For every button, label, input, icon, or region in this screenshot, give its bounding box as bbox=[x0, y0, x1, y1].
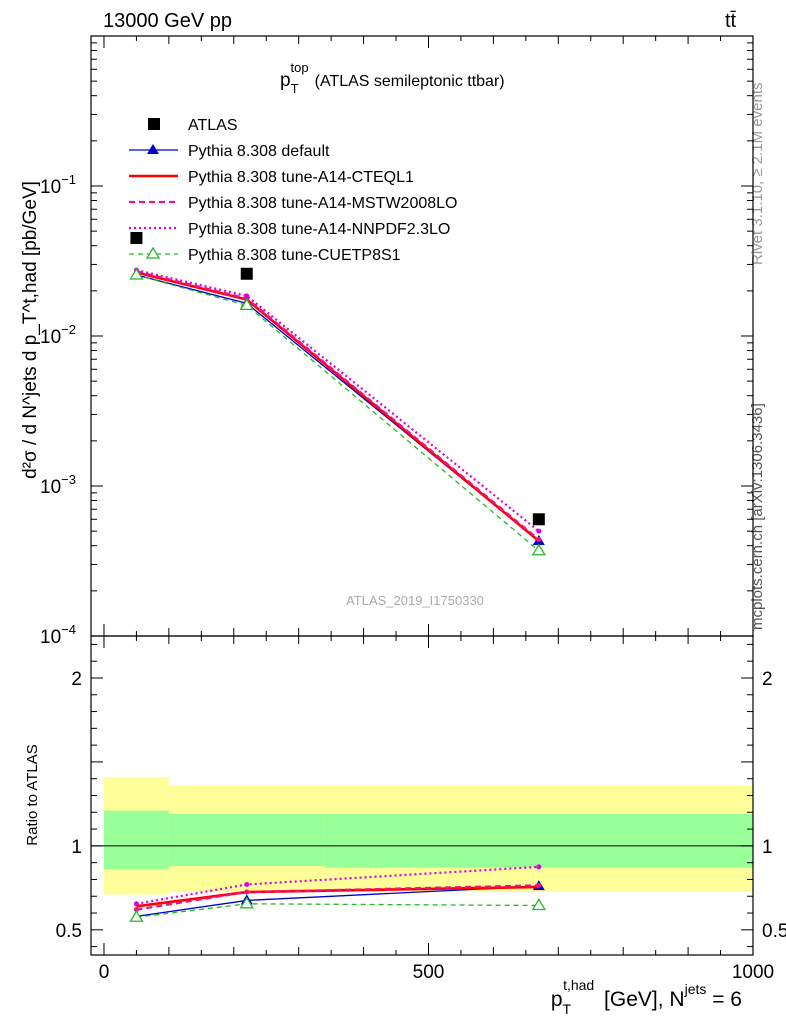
ratio-series-4-marker bbox=[239, 896, 254, 909]
uncertainty-band-green bbox=[168, 813, 325, 867]
x-tick-label: 0 bbox=[99, 962, 110, 983]
x-axis-unit: [GeV], N bbox=[598, 988, 684, 1011]
ratio-series-3-marker bbox=[536, 864, 542, 870]
ratio-series-4-marker bbox=[531, 898, 546, 911]
mc-series-5-marker bbox=[239, 298, 254, 311]
uncertainty-band-green bbox=[103, 810, 169, 870]
atlas-data-point bbox=[240, 267, 253, 280]
y-tick-label: 10−4 bbox=[40, 622, 76, 648]
legend-label: Pythia 8.308 tune-A14-CTEQL1 bbox=[188, 169, 414, 186]
ratio-bands bbox=[91, 777, 754, 895]
ratio-series-2-marker bbox=[244, 889, 250, 895]
process-label: tt̄ bbox=[725, 10, 737, 32]
x-axis-label: pTt,had [GeV], Njets = 6 bbox=[551, 977, 742, 1017]
main-ticks: 10−1 10−2 10−3 10−4 bbox=[40, 35, 754, 648]
legend-label: ATLAS bbox=[188, 117, 238, 134]
analysis-id: ATLAS_2019_I1750330 bbox=[346, 593, 484, 608]
main-series bbox=[129, 232, 546, 556]
y-tick-label: 10−2 bbox=[40, 322, 76, 348]
ratio-ylabel: Ratio to ATLAS bbox=[24, 744, 41, 845]
x-axis-eq: = 6 bbox=[706, 988, 742, 1011]
rivet-version-label: Rivet 3.1.10, ≥ 2.1M events bbox=[749, 83, 766, 266]
mc-series-4-marker bbox=[536, 528, 542, 534]
ratio-y-tick-label-right: 0.5 bbox=[762, 921, 786, 942]
x-axis-jets-sup: jets bbox=[684, 981, 707, 997]
legend: ATLAS Pythia 8.308 default Pythia 8.308 tu… bbox=[129, 117, 457, 264]
mc-series-1-line bbox=[136, 274, 540, 542]
ratio-series bbox=[129, 864, 546, 922]
title-symbol: p bbox=[280, 70, 291, 91]
legend-marker bbox=[147, 144, 159, 154]
main-ylabel: d²σ / d N^jets d p_T^t,had [pb/GeV] bbox=[20, 181, 41, 479]
legend-label: Pythia 8.308 tune-CUETP8S1 bbox=[188, 247, 401, 264]
x-tick-label: 1000 bbox=[732, 962, 774, 983]
ratio-y-tick-label: 0.5 bbox=[56, 921, 82, 942]
ratio-series-2-marker bbox=[536, 882, 542, 888]
mc-series-5-line bbox=[136, 274, 540, 552]
legend-label: Pythia 8.308 tune-A14-MSTW2008LO bbox=[188, 195, 457, 212]
title-sub: T bbox=[291, 81, 299, 96]
mc-series-3-marker bbox=[536, 536, 542, 542]
legend-marker-atlas bbox=[148, 118, 160, 130]
main-title: pTtop (ATLAS semileptonic ttbar) bbox=[280, 60, 505, 96]
energy-label: 13000 GeV pp bbox=[103, 10, 232, 32]
x-axis-sub: T bbox=[563, 1001, 572, 1017]
ratio-y-tick-label-right: 1 bbox=[762, 837, 773, 858]
uncertainty-band-green bbox=[324, 813, 753, 868]
mcplots-label: mcplots.cern.ch [arXiv:1306.3436] bbox=[749, 403, 766, 630]
mc-series-5-marker bbox=[129, 267, 144, 280]
ratio-series-3-marker bbox=[133, 901, 139, 907]
x-tick-label: 500 bbox=[413, 962, 445, 983]
ratio-series-2-marker bbox=[133, 907, 139, 913]
title-rest: (ATLAS semileptonic ttbar) bbox=[315, 73, 505, 90]
y-tick-label: 10−3 bbox=[40, 472, 76, 498]
ratio-y-tick-label: 1 bbox=[71, 837, 82, 858]
atlas-data-point bbox=[130, 232, 143, 245]
ratio-series-4-line bbox=[136, 903, 539, 918]
x-axis-sup: t,had bbox=[563, 977, 594, 993]
legend-marker bbox=[145, 246, 161, 259]
ratio-y-tick-label: 2 bbox=[71, 669, 82, 690]
legend-label: Pythia 8.308 tune-A14-NNPDF2.3LO bbox=[188, 221, 450, 238]
legend-label: Pythia 8.308 default bbox=[188, 143, 330, 160]
ratio-series-3-marker bbox=[244, 881, 250, 887]
x-axis-symbol: p bbox=[551, 988, 563, 1011]
title-sup: top bbox=[291, 60, 309, 75]
ratio-ticks: 0 500 1000 0.5 0.5 1 1 2 2 bbox=[56, 635, 786, 983]
ratio-y-tick-label-right: 2 bbox=[762, 669, 773, 690]
ratio-series-4-marker bbox=[129, 909, 144, 922]
y-tick-label: 10−1 bbox=[40, 172, 76, 198]
atlas-data-point bbox=[532, 513, 545, 526]
mc-series-5-marker bbox=[531, 543, 546, 556]
mc-series-4-marker bbox=[244, 293, 250, 299]
